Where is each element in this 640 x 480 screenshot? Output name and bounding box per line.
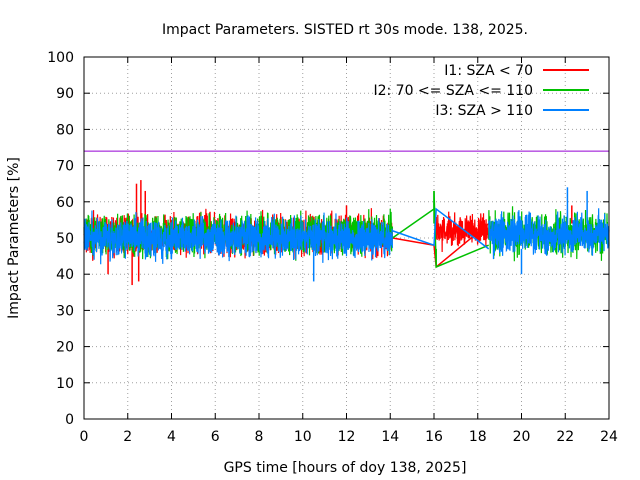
y-tick-label: 10: [56, 376, 74, 392]
plot-frame: [83, 56, 610, 420]
x-tick-label: 18: [469, 429, 487, 445]
y-tick-label: 90: [56, 86, 74, 102]
legend: I1: SZA < 70 I2: 70 <= SZA <= 110 I3: SZA …: [373, 63, 589, 119]
y-tick-label: 100: [47, 50, 74, 66]
x-tick-label: 24: [600, 429, 618, 445]
series-3-segment-2: [488, 208, 610, 260]
y-axis-label: Impact Parameters [%]: [6, 157, 22, 319]
series-3-gap-bridge: [392, 207, 490, 250]
x-tick-label: 12: [338, 429, 356, 445]
x-tick-label: 4: [167, 429, 176, 445]
y-tick-label: 70: [56, 159, 74, 175]
y-tick-label: 0: [65, 412, 74, 428]
x-tick-label: 8: [255, 429, 264, 445]
x-tick-label: 0: [80, 429, 89, 445]
x-tick-label: 20: [513, 429, 531, 445]
series-1-segment-2: [435, 211, 490, 253]
y-tick-label: 50: [56, 231, 74, 247]
y-tick-label: 80: [56, 122, 74, 138]
x-tick-label: 6: [211, 429, 220, 445]
x-tick-label: 2: [123, 429, 132, 445]
series-1-gap-bridge: [392, 222, 490, 269]
y-tick-label: 40: [56, 267, 74, 283]
chart-title: Impact Parameters. SISTED rt 30s mode. 1…: [162, 22, 528, 38]
y-tick-label: 60: [56, 195, 74, 211]
legend-label: I1: SZA < 70: [444, 63, 533, 79]
y-tick-label: 30: [56, 303, 74, 319]
x-tick-label: 14: [381, 429, 399, 445]
legend-label: I3: SZA > 110: [435, 103, 533, 119]
x-tick-label: 22: [556, 429, 574, 445]
y-tick-label: 20: [56, 340, 74, 356]
legend-label: I2: 70 <= SZA <= 110: [373, 83, 533, 99]
series-group: [83, 180, 610, 286]
x-axis-label: GPS time [hours of doy 138, 2025]: [224, 460, 467, 476]
series-3-segment-1: [83, 210, 394, 265]
x-tick-label: 16: [425, 429, 443, 445]
series-3: [83, 187, 610, 282]
x-tick-label: 10: [294, 429, 312, 445]
